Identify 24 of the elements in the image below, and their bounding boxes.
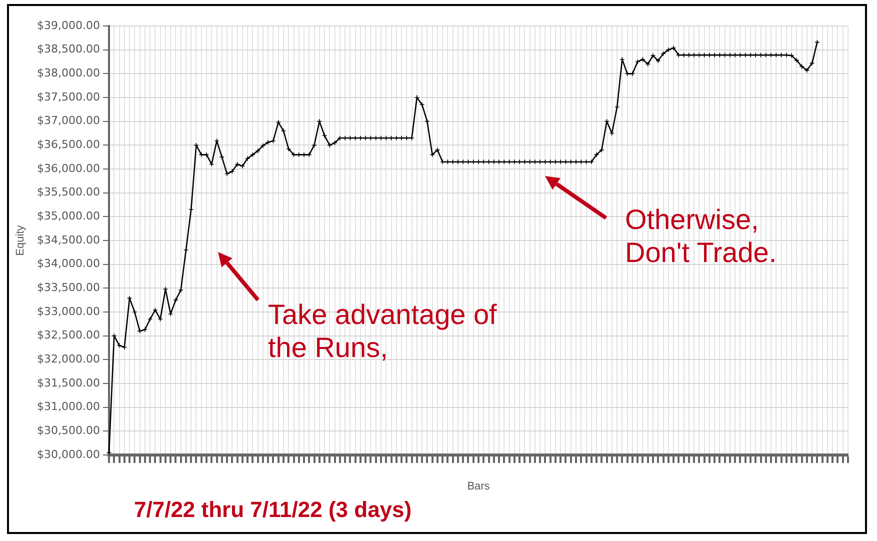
y-tick-label: $38,500.00 bbox=[37, 42, 100, 56]
y-tick-label: $39,000.00 bbox=[37, 18, 100, 32]
y-tick-label: $34,000.00 bbox=[37, 257, 100, 270]
y-tick-label: $35,500.00 bbox=[37, 186, 100, 199]
text: 7/7/22 thru 7/11/22 (3 days) bbox=[134, 497, 412, 523]
y-tick-label: $34,500.00 bbox=[37, 233, 100, 246]
y-tick-label: $36,000.00 bbox=[37, 162, 100, 175]
y-axis-title: Equity bbox=[14, 224, 27, 256]
annotation: Otherwise, Don't Trade. bbox=[625, 203, 778, 269]
y-tick-label: $33,500.00 bbox=[37, 281, 100, 294]
y-tick-label: $30,000.00 bbox=[37, 448, 100, 461]
y-tick-label: $37,500.00 bbox=[37, 90, 100, 104]
y-tick-label: $30,500.00 bbox=[37, 424, 100, 438]
annotation: Take advantage of the Runs, bbox=[268, 298, 498, 364]
y-tick-label: $31,000.00 bbox=[37, 400, 100, 414]
y-tick-label: $38,000.00 bbox=[37, 66, 100, 80]
y-tick-label: $31,500.00 bbox=[37, 376, 100, 390]
y-tick-label: $35,000.00 bbox=[37, 210, 100, 223]
y-tick-label: $37,000.00 bbox=[37, 114, 100, 128]
y-tick-label: $32,500.00 bbox=[37, 328, 100, 342]
x-axis-title: Bars bbox=[467, 480, 490, 492]
y-tick-label: $36,500.00 bbox=[37, 138, 100, 152]
y-tick-label: $32,000.00 bbox=[37, 352, 100, 366]
y-tick-label: $33,000.00 bbox=[37, 304, 100, 318]
